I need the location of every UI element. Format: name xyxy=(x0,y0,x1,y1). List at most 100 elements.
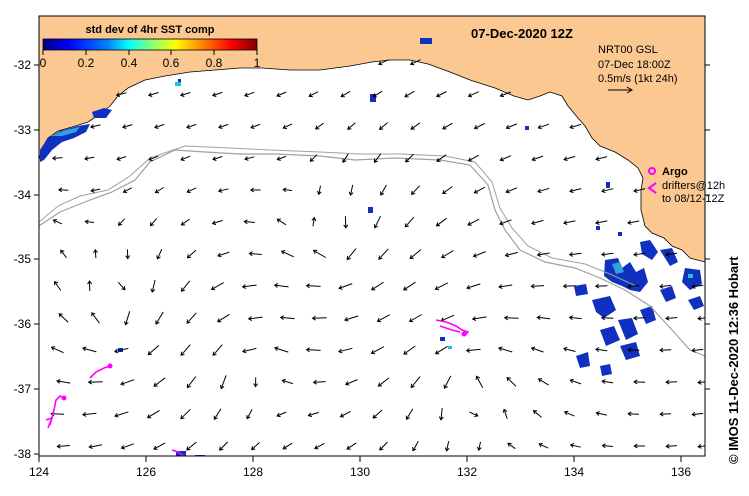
current-vector-arrow xyxy=(156,248,163,260)
current-vector-arrow xyxy=(316,185,322,196)
current-vector-arrow xyxy=(471,316,487,322)
current-vector-arrow xyxy=(626,283,640,289)
current-vector-arrow xyxy=(659,347,672,353)
current-vector-arrow xyxy=(117,281,126,291)
current-vector-arrow xyxy=(241,284,257,289)
current-vector-arrow xyxy=(563,346,576,352)
current-vector-arrow xyxy=(179,92,191,97)
current-vector-arrow xyxy=(443,375,452,389)
current-vector-arrow xyxy=(51,155,63,161)
current-vector-arrow xyxy=(117,218,125,226)
lat-label: -36 xyxy=(14,317,32,331)
current-vector-arrow xyxy=(465,348,481,353)
current-vector-arrow xyxy=(467,154,479,162)
current-vector-arrow xyxy=(346,442,357,450)
current-vector-arrow xyxy=(186,441,197,451)
current-vector-arrow xyxy=(52,219,63,225)
colorbar-tick: 0.8 xyxy=(206,56,223,70)
current-vector-arrow xyxy=(274,346,289,353)
current-vector-arrow xyxy=(248,251,262,257)
current-vector-arrow xyxy=(378,122,388,130)
current-vector-arrow xyxy=(312,379,326,385)
current-vector-arrow xyxy=(57,187,69,193)
current-vector-arrow xyxy=(153,377,166,387)
current-vector-arrow xyxy=(147,92,159,97)
lon-label: 134 xyxy=(564,465,584,479)
lat-labels: -32 -33 -34 -35 -36 -37 -38 xyxy=(14,58,32,461)
current-vector-arrow xyxy=(506,376,517,387)
current-vector-arrow xyxy=(505,187,518,194)
current-vector-arrow xyxy=(373,153,382,164)
current-vector-arrow xyxy=(276,218,287,226)
scale-arrow-icon xyxy=(608,86,633,94)
product-line-1: NRT00 GSL xyxy=(598,44,658,56)
lon-label: 128 xyxy=(243,465,263,479)
current-vector-arrow xyxy=(370,346,385,355)
current-vector-arrow xyxy=(58,313,69,323)
current-vector-arrow xyxy=(563,410,575,417)
current-vector-arrow xyxy=(665,379,678,385)
colorbar-tick: 0.4 xyxy=(121,56,138,70)
current-vector-arrow xyxy=(403,281,416,291)
current-vector-arrow xyxy=(154,123,165,129)
map-date-title: 07-Dec-2020 12Z xyxy=(471,26,573,41)
current-vector-arrow xyxy=(569,378,582,385)
current-vector-arrow xyxy=(434,282,449,291)
current-vector-arrow xyxy=(146,409,160,419)
argo-floats xyxy=(61,331,467,401)
drifters-range: to 08/12-12Z xyxy=(662,193,725,205)
current-vector-arrow xyxy=(498,346,513,353)
current-vector-arrow xyxy=(180,280,191,292)
current-vector-arrow xyxy=(338,283,353,290)
current-vector-arrow xyxy=(475,375,484,388)
current-vector-arrow xyxy=(309,154,318,162)
current-vector-arrow xyxy=(530,219,544,226)
current-vector-arrow xyxy=(307,411,319,418)
current-vector-arrow xyxy=(405,408,414,420)
current-vector-arrow xyxy=(213,408,222,421)
current-vector-arrow xyxy=(498,284,513,290)
current-vector-arrow xyxy=(251,442,260,451)
current-vector-arrow xyxy=(116,156,127,161)
colorbar-tick: 1 xyxy=(254,56,261,70)
current-vector-arrow xyxy=(505,123,518,130)
current-vector-arrow xyxy=(499,219,512,226)
current-vector-arrow xyxy=(154,187,164,194)
current-vector-arrow xyxy=(499,155,512,162)
current-vector-arrow xyxy=(311,315,327,321)
current-vector-arrow xyxy=(469,411,479,417)
current-vector-arrow xyxy=(180,408,191,420)
current-vector-arrow xyxy=(633,379,646,385)
current-vector-arrow xyxy=(438,408,444,421)
current-vector-arrow xyxy=(120,379,135,386)
current-vector-arrow xyxy=(507,442,516,450)
current-vector-arrow xyxy=(149,217,158,227)
current-vector-arrow xyxy=(212,344,223,356)
current-vector-arrow xyxy=(404,90,415,98)
current-vector-arrow xyxy=(282,187,293,193)
lon-label: 126 xyxy=(136,465,156,479)
current-vector-arrow xyxy=(91,312,100,324)
current-vector-arrow xyxy=(276,411,287,418)
current-vector-arrow xyxy=(434,345,448,355)
current-vector-arrow xyxy=(276,91,287,98)
current-vector-arrow xyxy=(186,249,197,259)
current-vector-arrow xyxy=(54,280,62,291)
imos-credit: © IMOS 11-Dec-2020 12:36 Hobart xyxy=(726,256,741,464)
current-vector-arrow xyxy=(436,154,447,162)
current-vector-arrow xyxy=(56,443,70,449)
current-vector-arrow xyxy=(404,216,415,228)
current-vector-arrow xyxy=(442,122,453,130)
lat-label: -37 xyxy=(14,382,32,396)
current-vector-arrow xyxy=(691,411,704,417)
lat-label: -38 xyxy=(14,447,32,461)
current-vector-arrow xyxy=(632,315,646,321)
current-vector-arrow xyxy=(409,59,421,66)
current-vector-arrow xyxy=(150,279,156,293)
current-vector-arrow xyxy=(249,187,261,193)
current-vector-arrow xyxy=(180,155,191,162)
current-vector-arrow xyxy=(594,283,608,289)
current-vector-arrow xyxy=(253,377,259,388)
current-vector-arrow xyxy=(467,218,480,226)
colorbar-gradient xyxy=(42,38,258,51)
